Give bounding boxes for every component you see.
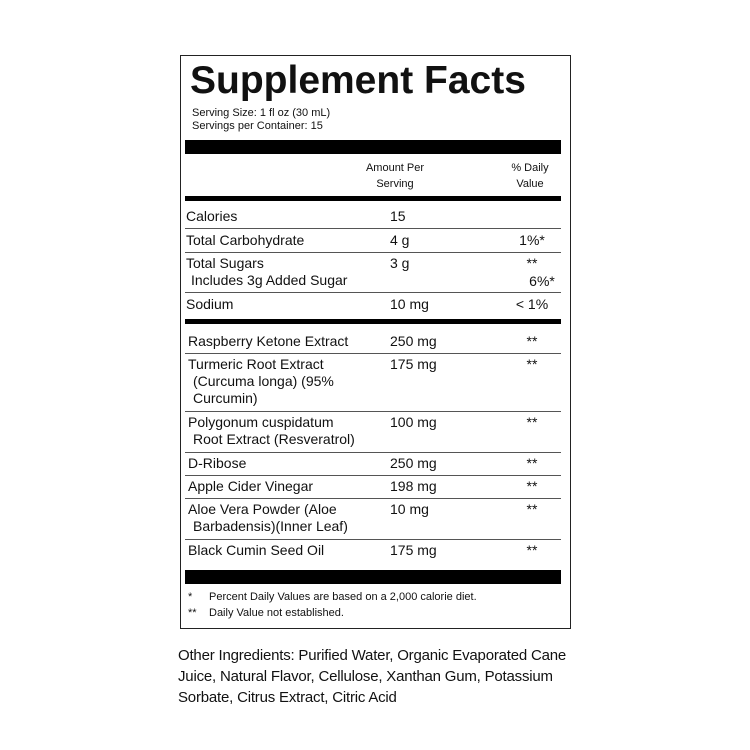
row-daily-value: ** (526, 542, 538, 558)
row-daily-value: ** (526, 333, 538, 349)
row-rule (185, 475, 561, 476)
row-amount: 175 mg (390, 542, 437, 558)
row-amount: 100 mg (390, 414, 437, 430)
row-rule (185, 353, 561, 354)
row-rule (185, 252, 561, 253)
row-name: Sodium (186, 296, 234, 312)
row-name: Calories (186, 208, 238, 224)
amount-header: Amount Per (365, 162, 425, 174)
row-name: Includes 3g Added Sugar (191, 272, 348, 288)
row-name: Curcumin) (193, 390, 258, 406)
row-rule (185, 452, 561, 453)
other-ingredients: Juice, Natural Flavor, Cellulose, Xantha… (178, 668, 553, 685)
rule (185, 319, 561, 324)
row-name: Total Carbohydrate (186, 232, 305, 248)
row-name: Black Cumin Seed Oil (188, 542, 325, 558)
row-name: Turmeric Root Extract (188, 356, 324, 372)
row-amount: 10 mg (390, 501, 429, 517)
row-name: Raspberry Ketone Extract (188, 333, 349, 349)
row-daily-value: ** (526, 501, 538, 517)
row-daily-value: ** (526, 414, 538, 430)
row-daily-value: ** (526, 478, 538, 494)
amount-header: Serving (376, 178, 414, 190)
row-daily-value: < 1% (515, 296, 549, 312)
rule (185, 570, 561, 584)
facts-box (180, 55, 571, 629)
footnote-mark: ** (188, 607, 197, 619)
rule (185, 196, 561, 201)
servings-per-container: Servings per Container: 15 (192, 120, 323, 132)
row-daily-value: ** (526, 455, 538, 471)
title: Supplement Facts (190, 59, 526, 102)
row-amount: 198 mg (390, 478, 437, 494)
daily-value-header: Value (516, 178, 544, 190)
row-name: Barbadensis)(Inner Leaf) (193, 518, 348, 534)
row-rule (185, 292, 561, 293)
other-ingredients: Other Ingredients: Purified Water, Organ… (178, 647, 567, 664)
other-ingredients: Sorbate, Citrus Extract, Citric Acid (178, 689, 397, 706)
row-amount: 10 mg (390, 296, 429, 312)
row-rule (185, 539, 561, 540)
row-name: Apple Cider Vinegar (188, 478, 314, 494)
row-name: Total Sugars (186, 255, 264, 271)
row-amount: 3 g (390, 255, 410, 271)
footnote-text: Daily Value not established. (209, 607, 344, 619)
rule (185, 140, 561, 154)
row-amount: 250 mg (390, 333, 437, 349)
row-daily-value: 6%* (529, 273, 555, 289)
row-rule (185, 411, 561, 412)
footnote-text: Percent Daily Values are based on a 2,00… (209, 591, 477, 603)
row-amount: 175 mg (390, 356, 437, 372)
footnote-mark: * (188, 591, 193, 603)
row-name: (Curcuma longa) (95% (193, 373, 334, 389)
row-name: D-Ribose (188, 455, 247, 471)
row-rule (185, 498, 561, 499)
row-amount: 15 (390, 208, 406, 224)
row-daily-value: ** (526, 356, 538, 372)
serving-size: Serving Size: 1 fl oz (30 mL) (192, 107, 331, 119)
daily-value-header: % Daily (511, 162, 549, 174)
row-daily-value: 1%* (519, 232, 545, 248)
row-amount: 4 g (390, 232, 410, 248)
row-amount: 250 mg (390, 455, 437, 471)
row-rule (185, 228, 561, 229)
row-name: Root Extract (Resveratrol) (193, 431, 355, 447)
row-name: Aloe Vera Powder (Aloe (188, 501, 337, 517)
row-name: Polygonum cuspidatum (188, 414, 334, 430)
row-daily-value: ** (526, 255, 538, 271)
